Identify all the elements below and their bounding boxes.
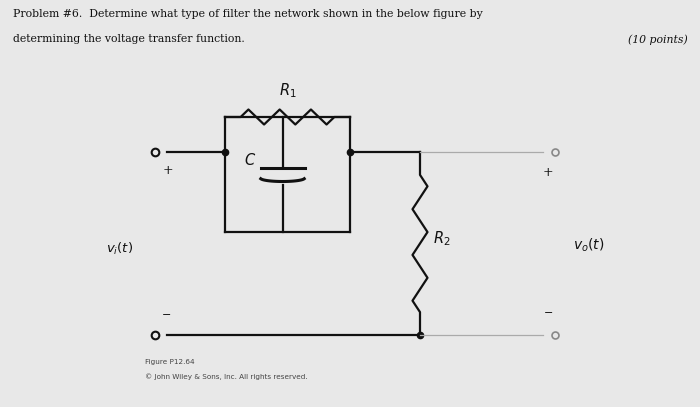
Text: Problem #6.  Determine what type of filter the network shown in the below figure: Problem #6. Determine what type of filte…: [13, 9, 483, 19]
Text: $-$: $-$: [161, 308, 171, 318]
Text: $-$: $-$: [543, 306, 553, 316]
Text: +: +: [163, 164, 174, 177]
Text: $v_o(t)$: $v_o(t)$: [573, 237, 605, 254]
Text: $R_2$: $R_2$: [433, 229, 451, 248]
Text: +: +: [543, 166, 554, 179]
Text: (10 points): (10 points): [629, 34, 688, 44]
Text: Figure P12.64: Figure P12.64: [145, 359, 195, 365]
Text: $v_i(t)$: $v_i(t)$: [106, 241, 134, 256]
Text: $R_1$: $R_1$: [279, 81, 296, 100]
Text: $C$: $C$: [244, 151, 257, 168]
Text: © John Wiley & Sons, Inc. All rights reserved.: © John Wiley & Sons, Inc. All rights res…: [145, 373, 307, 380]
Text: determining the voltage transfer function.: determining the voltage transfer functio…: [13, 34, 245, 44]
